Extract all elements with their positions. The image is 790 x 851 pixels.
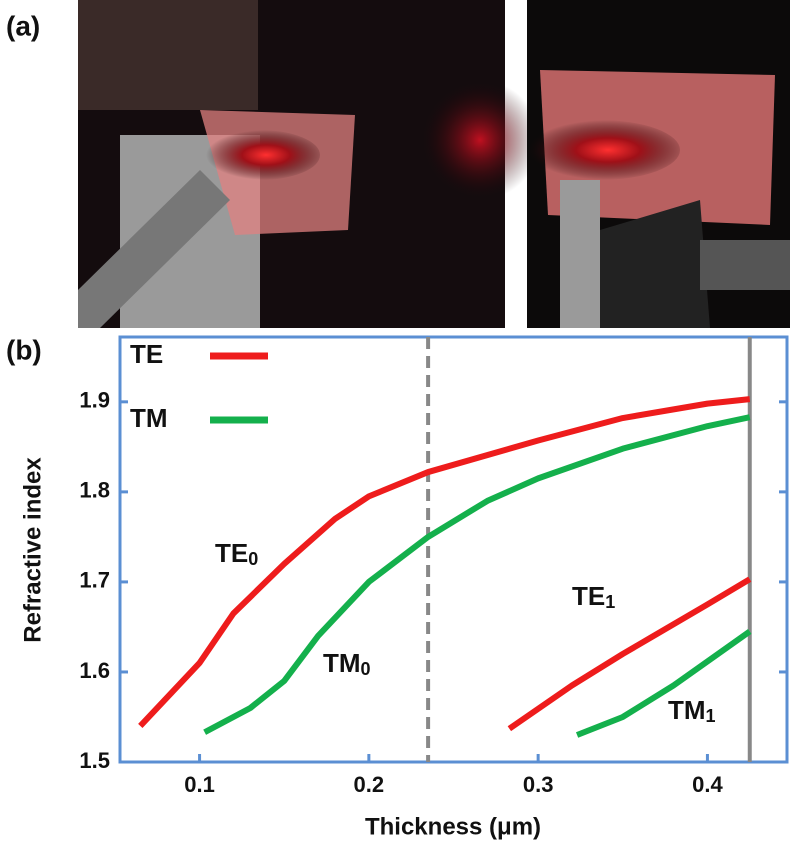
- y-axis-title: Refractive index: [19, 457, 46, 643]
- x-tick-label: 0.1: [184, 772, 215, 797]
- photo-right: [520, 0, 790, 328]
- x-tick-label: 0.3: [523, 772, 554, 797]
- series-line: [203, 414, 752, 738]
- annotation-subscript: 1: [706, 706, 716, 726]
- annotation-text: TM: [668, 695, 706, 725]
- annotation-text: TE: [572, 581, 605, 611]
- annotation: TE1: [572, 581, 615, 612]
- y-tick-label: 1.6: [79, 658, 110, 683]
- plot-frame: [118, 335, 789, 764]
- x-axis-title: Thickness (μm): [365, 813, 541, 840]
- y-tick-label: 1.9: [79, 388, 110, 413]
- legend-label: TM: [130, 403, 168, 433]
- panel-label: (a): [6, 10, 40, 41]
- annotation: TE0: [215, 538, 258, 569]
- x-tick-label: 0.4: [692, 772, 723, 797]
- y-tick-label: 1.5: [79, 748, 110, 773]
- y-tick-label: 1.8: [79, 478, 110, 503]
- legend-label: TE: [130, 339, 163, 369]
- photo-left: [78, 0, 540, 328]
- panel-label: (b): [6, 334, 42, 365]
- annotation-subscript: 0: [361, 659, 371, 679]
- series-line: [138, 396, 752, 732]
- annotation: TM1: [668, 695, 716, 726]
- annotation-subscript: 0: [248, 549, 258, 569]
- annotation: TM0: [323, 648, 371, 679]
- annotation-text: TM: [323, 648, 361, 678]
- y-tick-label: 1.7: [79, 568, 110, 593]
- annotation-text: TE: [215, 538, 248, 568]
- annotation-subscript: 1: [605, 592, 615, 612]
- x-tick-label: 0.2: [354, 772, 385, 797]
